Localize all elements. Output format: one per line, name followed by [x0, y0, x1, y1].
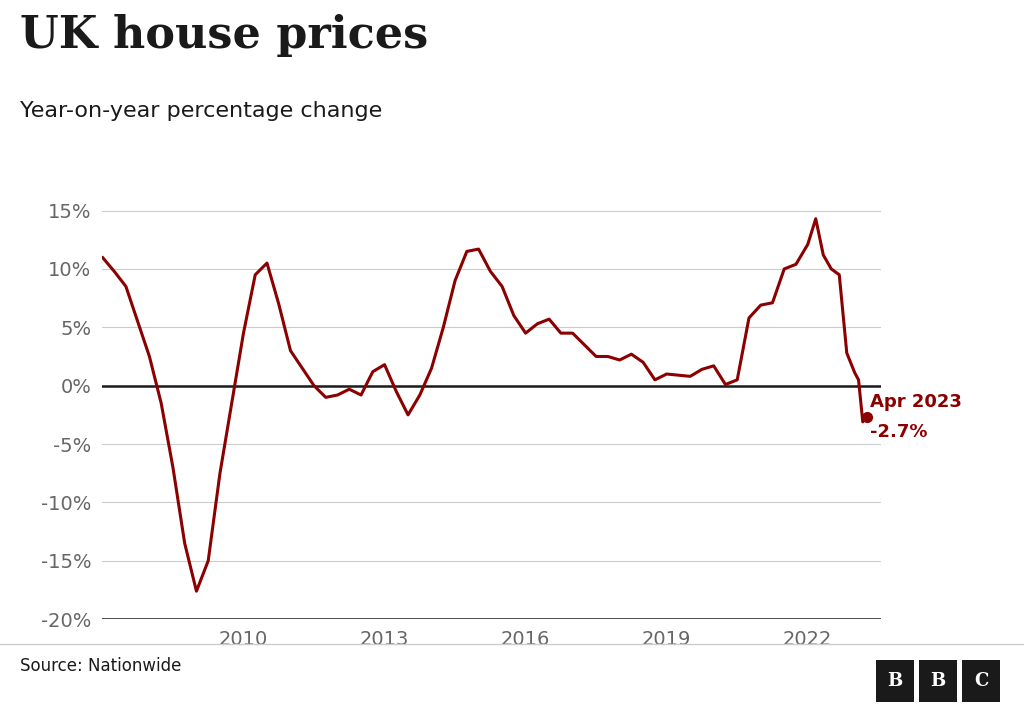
Text: B: B — [888, 672, 902, 690]
Text: -2.7%: -2.7% — [870, 423, 928, 441]
Text: Year-on-year percentage change: Year-on-year percentage change — [20, 101, 383, 121]
Text: Apr 2023: Apr 2023 — [870, 393, 963, 411]
Text: C: C — [974, 672, 988, 690]
Text: B: B — [931, 672, 945, 690]
Text: UK house prices: UK house prices — [20, 14, 429, 58]
Text: Source: Nationwide: Source: Nationwide — [20, 657, 182, 675]
